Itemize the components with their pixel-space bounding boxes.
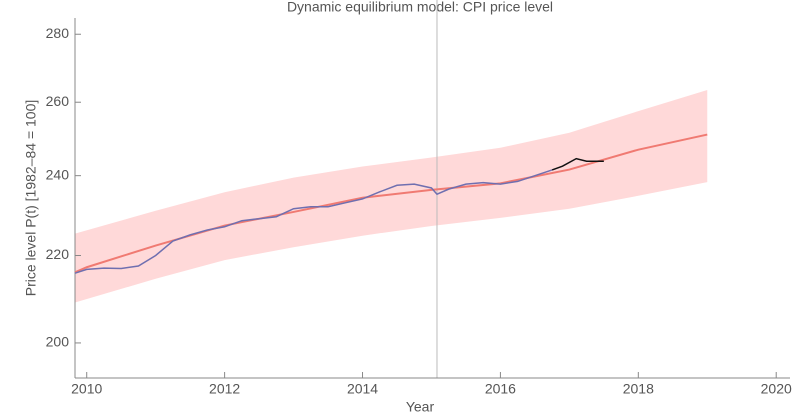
x-tick-label: 2012 — [209, 381, 240, 397]
y-axis-label: Price level P(t) [1982–84 = 100] — [23, 100, 39, 297]
y-tick-label: 200 — [46, 334, 70, 350]
y-tick-label: 280 — [46, 25, 70, 41]
x-axis-label: Year — [406, 399, 435, 415]
y-tick-label: 240 — [46, 166, 70, 182]
x-tick-label: 2020 — [761, 381, 792, 397]
y-tick-label: 220 — [46, 246, 70, 262]
x-tick-label: 2018 — [623, 381, 654, 397]
x-tick-label: 2010 — [71, 381, 102, 397]
model-line — [74, 133, 708, 274]
y-tick-label: 260 — [46, 93, 70, 109]
data-line — [74, 169, 553, 274]
data-line — [551, 157, 604, 171]
x-tick-label: 2016 — [485, 381, 516, 397]
chart-title: Dynamic equilibrium model: CPI price lev… — [287, 0, 553, 15]
error-band — [75, 89, 708, 303]
x-tick-label: 2014 — [347, 381, 378, 397]
